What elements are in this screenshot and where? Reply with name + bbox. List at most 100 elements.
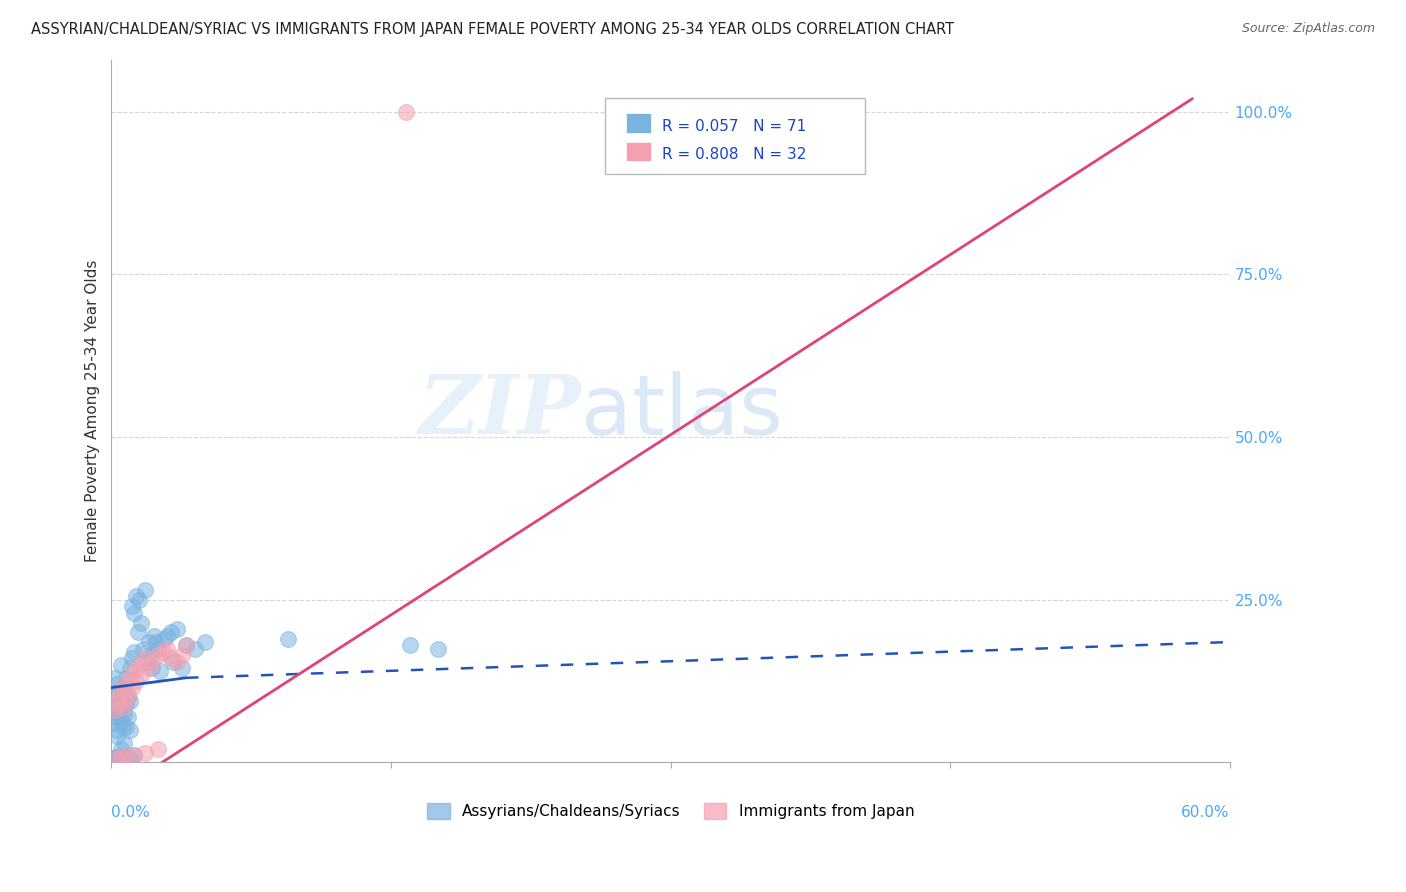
Point [108, 690, 131, 705]
Point [111, 751, 134, 765]
Point [128, 657, 150, 672]
Point [174, 638, 197, 652]
Point [103, 703, 125, 717]
Point [104, 716, 127, 731]
Point [115, 751, 138, 765]
Point [103, 690, 125, 705]
Point [128, 592, 150, 607]
Point [141, 655, 163, 669]
Point [129, 667, 152, 681]
Point [118, 661, 141, 675]
Point [166, 622, 188, 636]
Legend: Assyrians/Chaldeans/Syriacs, Immigrants from Japan: Assyrians/Chaldeans/Syriacs, Immigrants … [420, 797, 921, 825]
Point [114, 753, 136, 767]
Point [146, 641, 169, 656]
Point [110, 657, 132, 672]
Point [135, 655, 157, 669]
Point [114, 681, 136, 695]
Point [127, 625, 149, 640]
Text: ASSYRIAN/CHALDEAN/SYRIAC VS IMMIGRANTS FROM JAPAN FEMALE POVERTY AMONG 25-34 YEA: ASSYRIAN/CHALDEAN/SYRIAC VS IMMIGRANTS F… [31, 22, 955, 37]
Text: R = 0.808   N = 32: R = 0.808 N = 32 [662, 147, 807, 162]
Point [108, 683, 131, 698]
Point [110, 742, 132, 756]
Point [118, 752, 141, 766]
Point [121, 651, 143, 665]
Point [184, 641, 207, 656]
Point [118, 723, 141, 737]
Text: ZIP: ZIP [419, 371, 581, 451]
Point [105, 754, 128, 768]
Point [110, 683, 132, 698]
Text: 60.0%: 60.0% [1181, 805, 1230, 820]
Point [122, 747, 145, 762]
Point [115, 671, 138, 685]
Point [117, 710, 139, 724]
Point [141, 661, 163, 675]
Point [122, 747, 145, 762]
Point [160, 625, 183, 640]
Point [105, 710, 128, 724]
Point [105, 730, 128, 744]
Point [277, 632, 299, 646]
Point [139, 648, 162, 662]
Point [104, 703, 127, 717]
Point [395, 104, 418, 119]
Point [134, 651, 156, 665]
Point [117, 690, 139, 705]
Text: R = 0.057   N = 71: R = 0.057 N = 71 [662, 119, 807, 134]
Point [111, 700, 134, 714]
Point [124, 674, 146, 689]
Point [114, 736, 136, 750]
Point [104, 671, 127, 685]
Point [134, 582, 156, 597]
Point [172, 661, 194, 675]
Point [162, 655, 184, 669]
Point [105, 723, 128, 737]
Point [115, 697, 138, 711]
Point [117, 687, 139, 701]
Point [110, 713, 132, 727]
Text: Source: ZipAtlas.com: Source: ZipAtlas.com [1241, 22, 1375, 36]
Point [122, 645, 145, 659]
Point [114, 677, 136, 691]
Y-axis label: Female Poverty Among 25-34 Year Olds: Female Poverty Among 25-34 Year Olds [86, 260, 100, 562]
Point [121, 681, 143, 695]
Point [115, 720, 138, 734]
Point [115, 748, 138, 763]
Point [143, 628, 166, 642]
Point [105, 752, 128, 766]
Point [426, 641, 449, 656]
Point [149, 665, 172, 679]
Point [138, 635, 160, 649]
Point [121, 599, 143, 614]
Point [156, 641, 179, 656]
Point [105, 697, 128, 711]
Point [138, 661, 160, 675]
Point [110, 750, 132, 764]
Point [146, 742, 169, 756]
Text: 0.0%: 0.0% [111, 805, 150, 820]
Point [118, 671, 141, 685]
Point [110, 693, 132, 707]
Point [122, 665, 145, 679]
Point [108, 706, 131, 721]
Point [105, 677, 128, 691]
Point [114, 706, 136, 721]
Point [108, 748, 131, 763]
Point [111, 720, 134, 734]
Point [129, 615, 152, 630]
Point [103, 752, 125, 766]
Point [111, 687, 134, 701]
Point [124, 590, 146, 604]
Point [156, 628, 179, 642]
Point [172, 648, 194, 662]
Point [145, 635, 167, 649]
Point [152, 632, 174, 646]
Point [122, 606, 145, 620]
Point [194, 635, 217, 649]
Point [117, 749, 139, 764]
Text: atlas: atlas [581, 370, 783, 451]
Point [104, 700, 127, 714]
Point [118, 693, 141, 707]
Point [160, 651, 183, 665]
